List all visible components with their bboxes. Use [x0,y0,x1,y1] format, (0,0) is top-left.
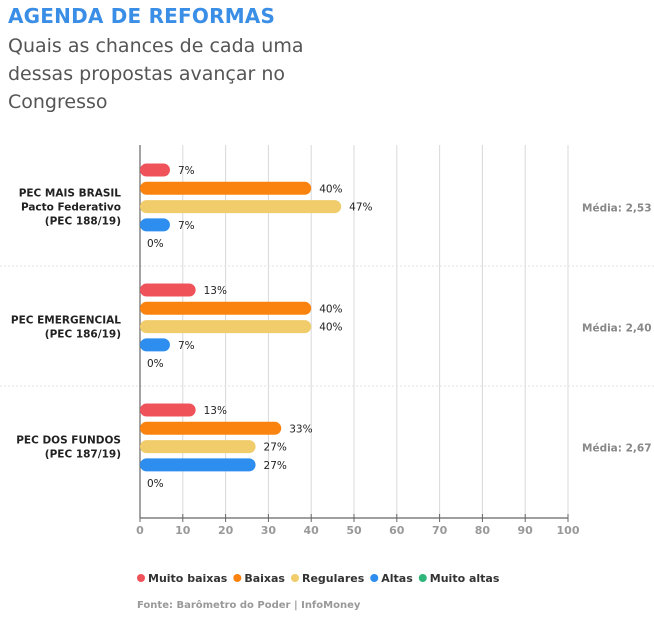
data-label: 0% [147,238,164,250]
chart-subtitle: Quais as chances de cada uma dessas prop… [8,35,304,113]
legend-marker [233,574,242,582]
bar [140,320,312,334]
data-label: 7% [178,340,195,352]
legend-label: Muito altas [430,572,500,585]
bar [140,440,256,454]
bar [140,200,342,214]
chart-title: AGENDA DE REFORMAS [8,4,276,28]
legend-marker [370,574,379,582]
legend-marker [290,574,299,582]
x-tick-label: 50 [346,524,362,537]
legend-marker [137,574,145,582]
bar [140,163,170,177]
x-tick-label: 30 [261,524,277,537]
bar [140,338,170,352]
data-label: 47% [349,202,372,214]
x-tick-label: 90 [518,524,534,537]
legend-label: Muito baixas [148,572,228,585]
x-tick-label: 10 [175,524,191,537]
data-label: 33% [289,423,312,435]
x-tick-label: 100 [557,524,580,537]
media-label: Média: 2,40 [582,323,652,335]
bar [140,421,282,435]
data-label: 40% [319,183,342,195]
legend-marker [418,574,427,582]
x-tick-label: 20 [218,524,234,537]
category-label: Pacto Federativo [21,202,121,214]
data-label: 13% [204,405,227,417]
x-tick-label: 70 [432,524,448,537]
category-label: (PEC 188/19) [45,216,121,228]
bar [140,403,196,417]
x-tick-label: 0 [136,524,144,537]
data-label: 40% [319,322,342,334]
x-tick-label: 40 [304,524,320,537]
category-label: PEC DOS FUNDOS [16,435,121,447]
bar [140,458,256,472]
bar [140,218,170,232]
bar [140,181,312,195]
bar [140,301,312,315]
legend-label: Regulares [302,572,365,585]
legend-label: Altas [381,572,413,585]
media-label: Média: 2,67 [582,443,652,455]
data-label: 13% [204,285,227,297]
data-label: 0% [147,478,164,490]
x-tick-label: 60 [389,524,405,537]
source-note: Fonte: Barômetro do Poder | InfoMoney [137,600,361,611]
data-label: 7% [178,165,195,177]
category-label: (PEC 186/19) [45,329,121,341]
media-label: Média: 2,53 [582,203,652,215]
data-label: 27% [264,442,287,454]
data-label: 27% [264,460,287,472]
legend-label: Baixas [244,572,285,585]
category-label: (PEC 187/19) [45,449,121,461]
data-label: 7% [178,220,195,232]
category-label: PEC MAIS BRASIL [19,188,122,200]
x-tick-label: 80 [475,524,491,537]
data-label: 0% [147,358,164,370]
data-label: 40% [319,303,342,315]
category-label: PEC EMERGENCIAL [11,315,121,327]
bar [140,283,196,297]
